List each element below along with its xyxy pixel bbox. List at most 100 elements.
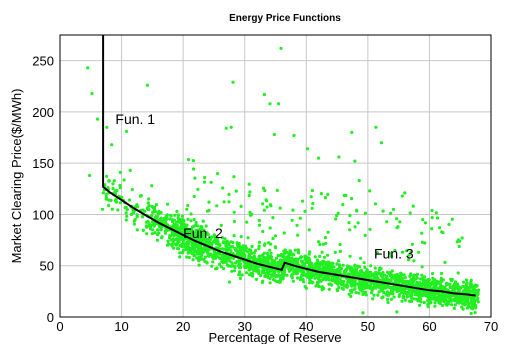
chart-title: Energy Price Functions [229, 13, 341, 24]
scatter-point [118, 183, 122, 187]
scatter-point [227, 200, 231, 204]
scatter-point [302, 271, 306, 275]
scatter-point [277, 102, 281, 106]
scatter-point [348, 228, 352, 232]
scatter-point [431, 271, 435, 276]
scatter-point [427, 281, 431, 285]
scatter-point [150, 184, 154, 188]
scatter-point [367, 273, 371, 277]
scatter-point [222, 200, 226, 204]
scatter-point [153, 231, 157, 235]
scatter-point [180, 236, 184, 240]
scatter-point [135, 203, 139, 207]
scatter-point [448, 285, 452, 290]
scatter-point [187, 240, 191, 244]
scatter-point [408, 274, 412, 278]
scatter-point [377, 278, 381, 282]
scatter-point [400, 250, 405, 254]
scatter-point [380, 274, 384, 278]
scatter-point [124, 129, 129, 133]
scatter-point [268, 269, 272, 273]
scatter-point [273, 234, 278, 238]
scatter-point [103, 183, 107, 187]
scatter-point [160, 219, 164, 223]
scatter-point [215, 251, 219, 255]
scatter-point [285, 250, 289, 254]
scatter-point [125, 214, 129, 218]
scatter-point [375, 282, 379, 286]
scatter-point [403, 191, 407, 195]
scatter-point [389, 297, 393, 301]
scatter-point [413, 288, 417, 292]
scatter-point [275, 188, 279, 192]
scatter-point [196, 187, 200, 191]
scatter-point [381, 295, 385, 299]
scatter-point [388, 271, 392, 275]
scatter-point [287, 255, 291, 259]
scatter-point [440, 271, 444, 275]
scatter-point [389, 254, 394, 258]
scatter-point [341, 263, 345, 267]
scatter-point [412, 297, 416, 301]
scatter-point [410, 291, 414, 295]
scatter-point [144, 224, 148, 228]
scatter-point [437, 226, 442, 230]
scatter-point [379, 141, 383, 145]
scatter-point [262, 257, 266, 261]
price-curve [102, 35, 476, 297]
scatter-point [450, 217, 454, 221]
scatter-point [219, 265, 223, 269]
scatter-point [257, 247, 261, 251]
scatter-point [281, 255, 285, 259]
scatter-point [475, 290, 479, 294]
scatter-point [166, 202, 170, 206]
scatter-point [314, 263, 318, 268]
scatter-point [105, 125, 109, 129]
scatter-point [360, 285, 364, 289]
scatter-point [326, 253, 330, 257]
scatter-point [407, 258, 411, 262]
scatter-point [458, 239, 462, 243]
scatter-point [385, 220, 389, 224]
scatter-point [201, 219, 205, 223]
scatter-point [254, 248, 258, 253]
scatter-point [318, 242, 322, 247]
scatter-point [275, 280, 279, 284]
scatter-point [216, 172, 220, 176]
scatter-point [430, 216, 434, 220]
scatter-point [112, 179, 116, 183]
scatter-point [192, 217, 196, 222]
scatter-point [338, 266, 342, 270]
scatter-point [370, 289, 374, 293]
scatter-point [135, 228, 139, 232]
scatter-point [298, 216, 302, 220]
scatter-point [307, 252, 311, 256]
scatter-point [367, 276, 371, 280]
scatter-point [182, 219, 186, 223]
scatter-point [434, 282, 438, 286]
scatter-point [401, 294, 406, 298]
scatter-point [175, 209, 179, 213]
scatter-point [314, 272, 318, 276]
scatter-point [198, 252, 202, 256]
scatter-point [469, 278, 473, 282]
scatter-point [171, 224, 175, 228]
scatter-point [338, 269, 342, 273]
scatter-point [220, 253, 224, 257]
scatter-point [170, 218, 175, 222]
scatter-point [132, 222, 136, 226]
scatter-point [453, 303, 457, 307]
scatter-point [464, 282, 469, 286]
scatter-point [299, 259, 304, 263]
scatter-point [290, 276, 294, 280]
scatter-point [382, 273, 387, 277]
scatter-point [402, 291, 406, 295]
scatter-point [310, 206, 314, 210]
scatter-point [285, 273, 289, 277]
scatter-point [337, 285, 341, 290]
scatter-point [331, 265, 335, 269]
scatter-point [172, 246, 176, 250]
scatter-point [176, 213, 180, 217]
scatter-point [261, 229, 265, 234]
